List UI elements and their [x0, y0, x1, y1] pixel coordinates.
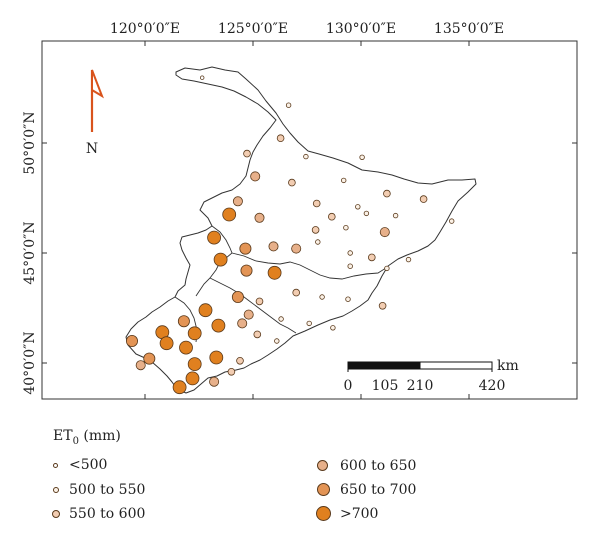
station-marker [253, 330, 262, 339]
station-marker [363, 210, 370, 217]
station-marker [330, 325, 336, 331]
lon-label-125: 125°0′0″E [218, 21, 288, 37]
station-marker [254, 212, 265, 223]
station-marker [211, 318, 226, 333]
station-marker [379, 227, 390, 238]
station-marker [232, 196, 243, 207]
lon-label-120: 120°0′0″E [110, 21, 180, 37]
scale-tick-0: 0 [344, 378, 353, 394]
station-marker [278, 316, 284, 322]
station-marker [207, 230, 222, 245]
station-marker [383, 189, 391, 198]
station-marker [341, 177, 347, 184]
station-marker [306, 320, 312, 327]
station-marker [268, 241, 279, 252]
station-marker [243, 309, 254, 320]
station-marker [236, 356, 244, 365]
station-marker [199, 75, 205, 80]
station-marker [319, 294, 325, 300]
station-marker [285, 102, 292, 108]
station-marker [239, 242, 252, 255]
station-marker [179, 340, 193, 355]
station-marker [172, 380, 187, 395]
station-marker [209, 376, 220, 387]
lat-label-50: 50°0′0″N [22, 111, 38, 174]
station-marker [250, 171, 261, 182]
station-marker [240, 264, 253, 277]
station-marker [355, 204, 361, 210]
map-frame [41, 40, 578, 400]
station-marker [449, 218, 455, 224]
station-marker [345, 296, 351, 302]
north-arrow-label: N [86, 141, 98, 157]
station-marker [347, 250, 353, 256]
station-marker [231, 290, 244, 303]
scale-bar-unit: km [497, 358, 519, 374]
station-marker [405, 256, 412, 263]
station-marker [267, 265, 282, 280]
station-marker [384, 265, 390, 272]
station-marker [276, 134, 285, 143]
station-marker [187, 357, 202, 372]
lat-ticks [42, 142, 577, 364]
station-marker [177, 315, 190, 328]
station-marker [347, 263, 353, 269]
station-marker [126, 334, 139, 347]
province-boundary-heilongjiang-jilin [231, 252, 387, 280]
lon-label-130: 130°0′0″E [326, 21, 396, 37]
station-marker [227, 367, 236, 376]
north-arrow-icon [90, 69, 104, 132]
northeast-china-outline [125, 66, 477, 394]
station-marker [419, 195, 428, 203]
station-marker [312, 199, 321, 208]
station-marker [343, 224, 349, 231]
station-marker [288, 178, 296, 187]
station-marker [274, 338, 280, 344]
station-marker [378, 301, 387, 310]
lon-label-135: 135°0′0″E [434, 21, 504, 37]
station-marker [291, 243, 302, 254]
station-marker [392, 212, 399, 219]
station-marker [209, 350, 224, 365]
station-marker [213, 252, 228, 267]
lat-label-40: 40°0′0″N [22, 331, 38, 394]
station-marker [185, 371, 200, 386]
lon-ticks [144, 41, 470, 399]
scale-tick-105: 105 [372, 378, 399, 394]
station-marker [135, 360, 146, 371]
station-marker [143, 352, 156, 365]
station-marker [159, 336, 174, 351]
station-marker [198, 303, 213, 318]
station-layer [126, 75, 455, 395]
scale-tick-210: 210 [407, 378, 434, 394]
station-marker [222, 207, 237, 222]
station-marker [303, 153, 309, 160]
scale-tick-420: 420 [479, 378, 506, 394]
station-marker [359, 154, 365, 160]
station-marker [327, 212, 336, 221]
station-marker [187, 326, 202, 341]
station-marker [243, 149, 251, 158]
station-marker [367, 253, 376, 262]
station-marker [237, 318, 248, 329]
station-marker [311, 226, 320, 234]
station-marker [315, 239, 321, 245]
station-marker [292, 288, 301, 297]
lat-label-45: 45°0′0″N [22, 221, 38, 284]
station-marker [255, 297, 264, 306]
province-boundary-jilin-liaoning [209, 277, 297, 334]
scale-bar [347, 361, 493, 372]
